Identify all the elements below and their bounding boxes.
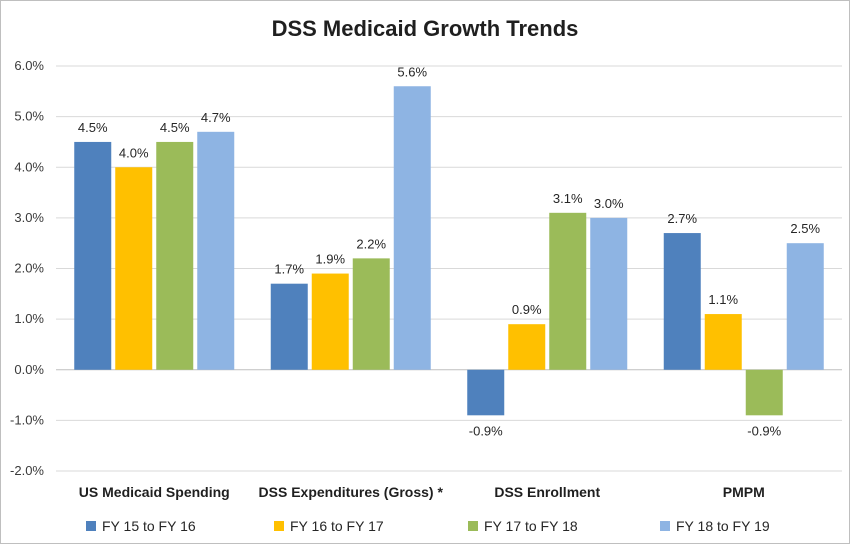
data-label: -0.9% bbox=[469, 423, 503, 438]
bar bbox=[352, 258, 390, 370]
y-tick-label: 3.0% bbox=[14, 210, 44, 225]
y-tick-label: -1.0% bbox=[10, 412, 44, 427]
data-label: 2.7% bbox=[667, 211, 697, 226]
data-label: 2.2% bbox=[356, 236, 386, 251]
x-category-label: DSS Enrollment bbox=[494, 484, 600, 500]
legend-item: FY 18 to FY 19 bbox=[660, 518, 770, 534]
bar bbox=[197, 131, 235, 370]
legend-label: FY 18 to FY 19 bbox=[676, 518, 770, 534]
legend-swatch bbox=[468, 521, 478, 531]
data-label: 1.7% bbox=[274, 262, 304, 277]
y-tick-label: 5.0% bbox=[14, 109, 44, 124]
bar bbox=[663, 233, 701, 370]
bar bbox=[270, 283, 308, 370]
y-tick-label: 4.0% bbox=[14, 159, 44, 174]
bar bbox=[704, 314, 742, 370]
data-label: 0.9% bbox=[512, 302, 542, 317]
data-label: 1.9% bbox=[315, 252, 345, 267]
bar bbox=[508, 324, 546, 370]
bar bbox=[115, 167, 153, 370]
legend-label: FY 16 to FY 17 bbox=[290, 518, 384, 534]
legend-swatch bbox=[660, 521, 670, 531]
legend-item: FY 17 to FY 18 bbox=[468, 518, 578, 534]
data-label: 1.1% bbox=[708, 292, 738, 307]
data-label: 4.0% bbox=[119, 145, 149, 160]
bar bbox=[549, 212, 587, 370]
data-label: -0.9% bbox=[747, 423, 781, 438]
data-label: 2.5% bbox=[790, 221, 820, 236]
bar bbox=[156, 141, 194, 370]
y-tick-label: 2.0% bbox=[14, 261, 44, 276]
legend-swatch bbox=[274, 521, 284, 531]
y-tick-label: 0.0% bbox=[14, 362, 44, 377]
legend-item: FY 16 to FY 17 bbox=[274, 518, 384, 534]
legend-swatch bbox=[86, 521, 96, 531]
x-category-label: PMPM bbox=[723, 484, 765, 500]
x-category-label: DSS Expenditures (Gross) * bbox=[259, 484, 444, 500]
data-label: 4.5% bbox=[78, 120, 108, 135]
bar bbox=[786, 243, 824, 370]
data-label: 5.6% bbox=[397, 64, 427, 79]
bar bbox=[467, 369, 505, 416]
data-label: 4.7% bbox=[201, 110, 231, 125]
bar bbox=[393, 86, 431, 370]
bar bbox=[311, 273, 349, 370]
data-label: 3.0% bbox=[594, 196, 624, 211]
chart-title: DSS Medicaid Growth Trends bbox=[271, 16, 579, 41]
x-category-label: US Medicaid Spending bbox=[79, 484, 230, 500]
bar bbox=[74, 141, 112, 370]
chart-legend: FY 15 to FY 16 FY 16 to FY 17 FY 17 to FY … bbox=[0, 518, 850, 538]
y-tick-label: -2.0% bbox=[10, 463, 44, 478]
bar bbox=[745, 369, 783, 416]
legend-label: FY 15 to FY 16 bbox=[102, 518, 196, 534]
y-tick-label: 6.0% bbox=[14, 58, 44, 73]
y-tick-label: 1.0% bbox=[14, 311, 44, 326]
legend-item: FY 15 to FY 16 bbox=[86, 518, 196, 534]
data-label: 3.1% bbox=[553, 191, 583, 206]
data-label: 4.5% bbox=[160, 120, 190, 135]
bar bbox=[590, 217, 628, 370]
legend-label: FY 17 to FY 18 bbox=[484, 518, 578, 534]
